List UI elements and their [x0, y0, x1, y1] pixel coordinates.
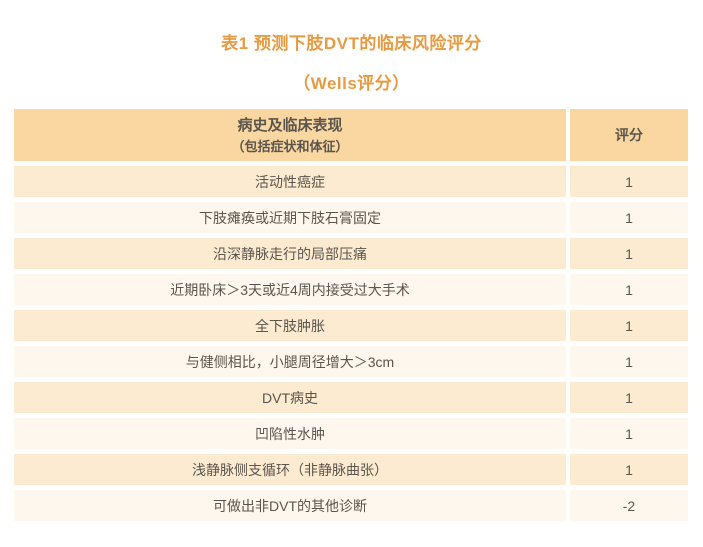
- table-row: DVT病史 1: [14, 382, 688, 413]
- table-row: 可做出非DVT的其他诊断 -2: [14, 490, 688, 521]
- table-row: 活动性癌症 1: [14, 166, 688, 197]
- wells-score-table: 病史及临床表现 （包括症状和体征） 评分 活动性癌症 1 下肢瘫痪或近期下肢石膏…: [10, 104, 692, 526]
- score-cell: 1: [570, 454, 688, 485]
- table-row: 沿深静脉走行的局部压痛 1: [14, 238, 688, 269]
- condition-cell: DVT病史: [14, 382, 566, 413]
- score-cell: 1: [570, 418, 688, 449]
- score-cell: 1: [570, 346, 688, 377]
- condition-cell: 全下肢肿胀: [14, 310, 566, 341]
- column-header-condition-subtitle: （包括症状和体征）: [231, 138, 349, 154]
- score-table-body: 活动性癌症 1 下肢瘫痪或近期下肢石膏固定 1 沿深静脉走行的局部压痛 1 近期…: [14, 166, 688, 521]
- column-header-condition: 病史及临床表现 （包括症状和体征）: [14, 109, 566, 161]
- condition-cell: 凹陷性水肿: [14, 418, 566, 449]
- score-cell: 1: [570, 166, 688, 197]
- score-cell: 1: [570, 238, 688, 269]
- condition-cell: 可做出非DVT的其他诊断: [14, 490, 566, 521]
- score-table-head: 病史及临床表现 （包括症状和体征） 评分: [14, 109, 688, 161]
- table-title: 表1 预测下肢DVT的临床风险评分: [221, 34, 482, 53]
- column-header-condition-title: 病史及临床表现: [237, 116, 343, 134]
- score-cell: 1: [570, 202, 688, 233]
- score-cell: 1: [570, 382, 688, 413]
- table-row: 与健侧相比，小腿周径增大＞3cm 1: [14, 346, 688, 377]
- score-cell: -2: [570, 490, 688, 521]
- score-cell: 1: [570, 274, 688, 305]
- score-table: 病史及临床表现 （包括症状和体征） 评分 活动性癌症 1 下肢瘫痪或近期下肢石膏…: [10, 104, 692, 526]
- condition-cell: 沿深静脉走行的局部压痛: [14, 238, 566, 269]
- table-row: 近期卧床＞3天或近4周内接受过大手术 1: [14, 274, 688, 305]
- condition-cell: 活动性癌症: [14, 166, 566, 197]
- table-subtitle: （Wells评分）: [293, 74, 410, 93]
- table-header-row: 病史及临床表现 （包括症状和体征） 评分: [14, 109, 688, 161]
- title-block: 表1 预测下肢DVT的临床风险评分 （Wells评分）: [0, 0, 703, 96]
- table-row: 凹陷性水肿 1: [14, 418, 688, 449]
- condition-cell: 与健侧相比，小腿周径增大＞3cm: [14, 346, 566, 377]
- table-row: 全下肢肿胀 1: [14, 310, 688, 341]
- condition-cell: 下肢瘫痪或近期下肢石膏固定: [14, 202, 566, 233]
- condition-cell: 浅静脉侧支循环（非静脉曲张）: [14, 454, 566, 485]
- table-row: 浅静脉侧支循环（非静脉曲张） 1: [14, 454, 688, 485]
- table-row: 下肢瘫痪或近期下肢石膏固定 1: [14, 202, 688, 233]
- column-header-score: 评分: [570, 109, 688, 161]
- condition-cell: 近期卧床＞3天或近4周内接受过大手术: [14, 274, 566, 305]
- score-cell: 1: [570, 310, 688, 341]
